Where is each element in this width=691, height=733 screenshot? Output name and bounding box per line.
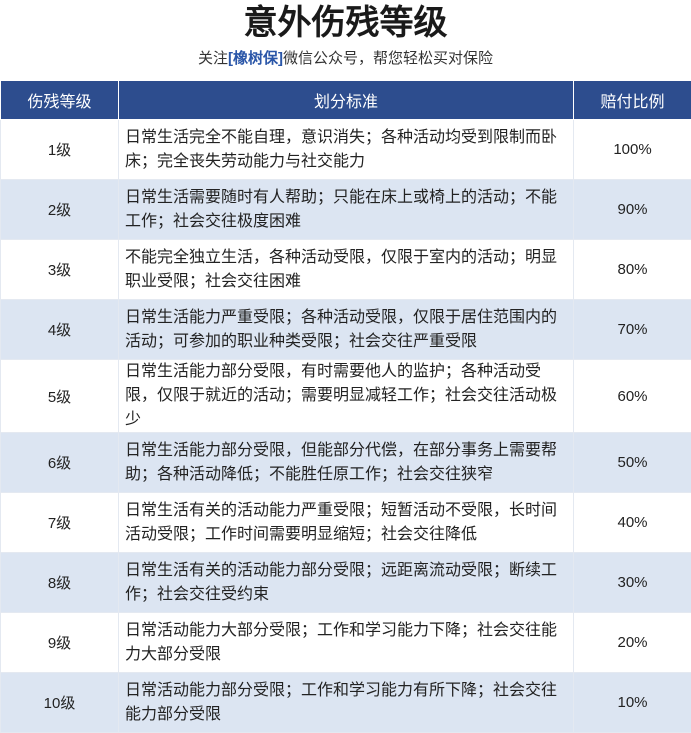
criteria-cell: 日常活动能力部分受限；工作和学习能力有所下降；社会交往能力部分受限: [119, 673, 574, 733]
criteria-cell: 日常活动能力大部分受限；工作和学习能力下降；社会交往能力大部分受限: [119, 613, 574, 673]
table-row: 1级日常生活完全不能自理，意识消失；各种活动均受到限制而卧床；完全丧失劳动能力与…: [1, 120, 691, 180]
grade-cell: 2级: [1, 180, 119, 240]
ratio-cell: 100%: [574, 120, 691, 180]
grade-cell: 9级: [1, 613, 119, 673]
ratio-cell: 70%: [574, 300, 691, 360]
table-row: 3级不能完全独立生活，各种活动受限，仅限于室内的活动；明显职业受限；社会交往困难…: [1, 240, 691, 300]
grade-cell: 5级: [1, 360, 119, 433]
table-row: 4级日常生活能力严重受限；各种活动受限，仅限于居住范围内的活动；可参加的职业种类…: [1, 300, 691, 360]
subtitle-highlight: [橡树保]: [228, 50, 283, 67]
table: 伤残等级划分标准赔付比例 1级日常生活完全不能自理，意识消失；各种活动均受到限制…: [0, 80, 691, 733]
ratio-cell: 80%: [574, 240, 691, 300]
ratio-cell: 10%: [574, 673, 691, 733]
table-row: 7级日常生活有关的活动能力严重受限；短暂活动不受限，长时间活动受限；工作时间需要…: [1, 493, 691, 553]
criteria-cell: 日常生活有关的活动能力部分受限；远距离流动受限；断续工作；社会交往受约束: [119, 553, 574, 613]
criteria-cell: 日常生活能力部分受限，但能部分代偿，在部分事务上需要帮助；各种活动降低；不能胜任…: [119, 433, 574, 493]
criteria-cell: 日常生活能力部分受限，有时需要他人的监护；各种活动受限，仅限于就近的活动；需要明…: [119, 360, 574, 433]
grade-cell: 7级: [1, 493, 119, 553]
header: 意外伤残等级 关注[橡树保]微信公众号，帮您轻松买对保险: [0, 0, 691, 80]
column-header: 划分标准: [119, 81, 574, 120]
table-row: 5级日常生活能力部分受限，有时需要他人的监护；各种活动受限，仅限于就近的活动；需…: [1, 360, 691, 433]
title: 意外伤残等级: [0, 0, 691, 46]
ratio-cell: 90%: [574, 180, 691, 240]
ratio-cell: 20%: [574, 613, 691, 673]
criteria-cell: 日常生活需要随时有人帮助；只能在床上或椅上的活动；不能工作；社会交往极度困难: [119, 180, 574, 240]
grade-cell: 1级: [1, 120, 119, 180]
criteria-cell: 日常生活有关的活动能力严重受限；短暂活动不受限，长时间活动受限；工作时间需要明显…: [119, 493, 574, 553]
table-row: 6级日常生活能力部分受限，但能部分代偿，在部分事务上需要帮助；各种活动降低；不能…: [1, 433, 691, 493]
subtitle: 关注[橡树保]微信公众号，帮您轻松买对保险: [0, 46, 691, 72]
subtitle-text: 关注: [198, 50, 228, 67]
ratio-cell: 60%: [574, 360, 691, 433]
grade-cell: 6级: [1, 433, 119, 493]
column-header: 赔付比例: [574, 81, 691, 120]
grade-cell: 10级: [1, 673, 119, 733]
ratio-cell: 50%: [574, 433, 691, 493]
ratio-cell: 40%: [574, 493, 691, 553]
table-body: 1级日常生活完全不能自理，意识消失；各种活动均受到限制而卧床；完全丧失劳动能力与…: [1, 120, 691, 733]
subtitle-text: 微信公众号，帮您轻松买对保险: [283, 50, 493, 67]
criteria-cell: 日常生活能力严重受限；各种活动受限，仅限于居住范围内的活动；可参加的职业种类受限…: [119, 300, 574, 360]
header-row: 伤残等级划分标准赔付比例: [1, 81, 691, 120]
grade-cell: 4级: [1, 300, 119, 360]
criteria-cell: 日常生活完全不能自理，意识消失；各种活动均受到限制而卧床；完全丧失劳动能力与社交…: [119, 120, 574, 180]
table-row: 2级日常生活需要随时有人帮助；只能在床上或椅上的活动；不能工作；社会交往极度困难…: [1, 180, 691, 240]
grade-cell: 3级: [1, 240, 119, 300]
grade-cell: 8级: [1, 553, 119, 613]
ratio-cell: 30%: [574, 553, 691, 613]
criteria-cell: 不能完全独立生活，各种活动受限，仅限于室内的活动；明显职业受限；社会交往困难: [119, 240, 574, 300]
column-header: 伤残等级: [1, 81, 119, 120]
